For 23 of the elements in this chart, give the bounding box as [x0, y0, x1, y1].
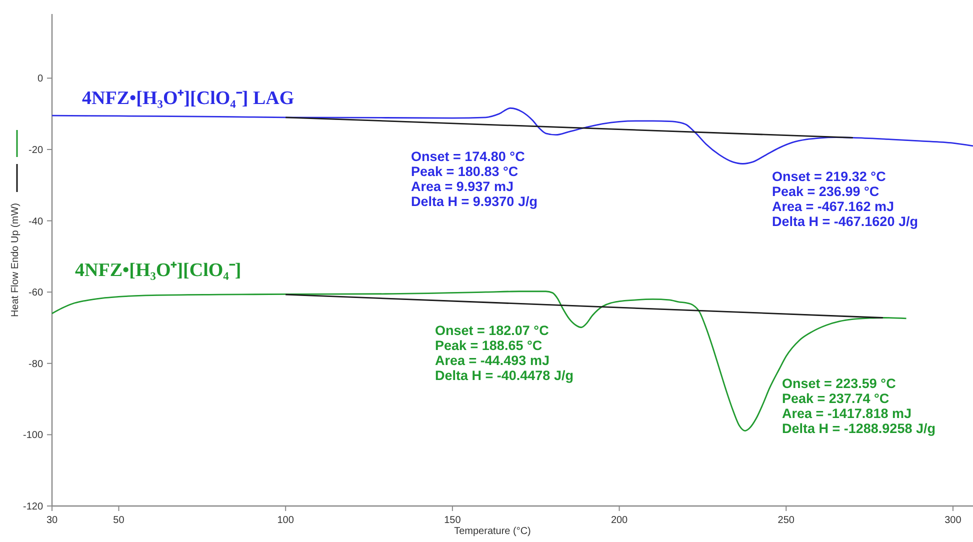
- x-axis-title: Temperature (°C): [454, 526, 531, 537]
- annotation: Onset = 223.59 °C Peak = 237.74 °C Area = -1417.818 mJ Delta H = -1288.9258 J/g: [782, 376, 936, 436]
- y-axis-title: Heat Flow Endo Up (mW): [10, 203, 21, 317]
- y-tick-label: -40: [28, 216, 44, 228]
- x-tick-label: 250: [778, 515, 795, 526]
- y-tick-label: -80: [28, 358, 44, 370]
- x-tick-label: 50: [113, 515, 125, 526]
- x-tick-label: 300: [944, 515, 962, 526]
- x-tick-label: 30: [46, 515, 58, 526]
- y-tick-label: -120: [22, 502, 44, 512]
- y-tick-label: -60: [28, 288, 44, 299]
- y-tick-label: -100: [22, 430, 44, 442]
- annotation: Onset = 174.80 °C Peak = 180.83 °C Area = 9.937 mJ Delta H = 9.9370 J/g: [411, 149, 538, 209]
- line-series: [51, 107, 973, 164]
- x-tick-label: 150: [444, 515, 462, 526]
- annotation: Onset = 219.32 °C Peak = 236.99 °C Area = -467.162 mJ Delta H = -467.1620 J/g: [772, 169, 918, 229]
- series-label: 4NFZ•[H₃O⁺][ClO₄⁻] LAG: [82, 88, 294, 109]
- x-tick-label: 200: [610, 515, 628, 526]
- y-tick-label: -20: [28, 144, 44, 156]
- series-label: 4NFZ•[H₃O⁺][ClO₄⁻]: [75, 260, 242, 281]
- x-tick-label: 100: [277, 515, 294, 526]
- annotation: Onset = 182.07 °C Peak = 188.65 °C Area = -44.493 mJ Delta H = -40.4478 J/g: [435, 323, 574, 383]
- y-tick-label: 0: [37, 74, 44, 85]
